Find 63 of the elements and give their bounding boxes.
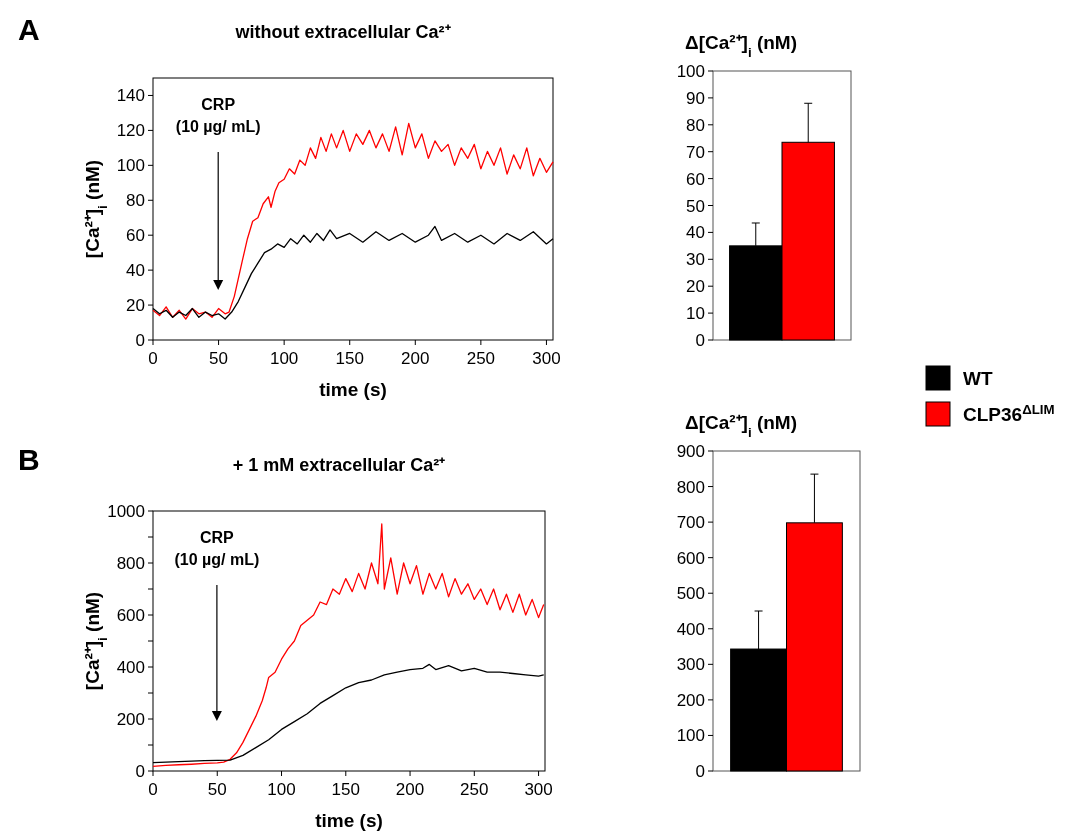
chart-title: + 1 mM extracellular Ca²⁺ xyxy=(232,455,446,475)
y-tick-label: 30 xyxy=(686,250,705,270)
y-tick-label: 500 xyxy=(676,584,705,604)
y-tick-label: 60 xyxy=(126,226,145,246)
y-tick-label: 400 xyxy=(116,658,145,677)
y-tick-label: 80 xyxy=(686,115,705,135)
y-tick-label: 70 xyxy=(686,142,705,162)
x-tick-label: 100 xyxy=(269,349,299,368)
x-tick-label: 200 xyxy=(401,349,430,368)
x-tick-label: 250 xyxy=(466,349,496,368)
y-tick-label: 0 xyxy=(695,331,705,350)
y-tick-label: 900 xyxy=(676,442,705,461)
y-tick-label: 400 xyxy=(676,619,705,639)
y-tick-label: 1000 xyxy=(107,502,145,521)
y-tick-label: 0 xyxy=(135,331,145,350)
line-series xyxy=(152,523,545,767)
x-tick-label: 50 xyxy=(207,780,227,799)
y-tick-label: 50 xyxy=(686,196,705,216)
y-tick-label: 120 xyxy=(116,121,145,141)
x-tick-label: 150 xyxy=(335,349,364,368)
y-tick-label: 0 xyxy=(695,762,705,781)
annotation: CRP (10 µg/ mL) xyxy=(174,529,260,568)
y-tick-label: 90 xyxy=(686,88,705,108)
annotation: CRP (10 µg/ mL) xyxy=(175,96,261,135)
x-tick-label: 300 xyxy=(532,349,561,368)
x-tick-label: 150 xyxy=(331,780,360,799)
y-tick-label: 800 xyxy=(676,477,705,497)
x-axis-title: time (s) xyxy=(315,810,383,831)
y-tick-label: 100 xyxy=(676,62,705,81)
y-tick-label: 10 xyxy=(686,304,705,324)
y-tick-label: 600 xyxy=(676,548,705,568)
y-tick-label: 100 xyxy=(116,156,145,176)
chart-title: Δ[Ca²⁺]$_{i}$ (nM) xyxy=(685,32,798,60)
y-tick-label: 600 xyxy=(116,606,145,625)
x-tick-label: 100 xyxy=(267,780,296,799)
y-tick-label: 800 xyxy=(116,554,145,573)
y-tick-label: 20 xyxy=(126,296,145,316)
legend-label: WT xyxy=(963,368,993,389)
y-tick-label: 140 xyxy=(116,86,145,106)
y-tick-label: 700 xyxy=(676,513,705,533)
y-tick-label: 300 xyxy=(676,655,705,675)
y-tick-label: 40 xyxy=(686,223,705,243)
y-tick-label: 40 xyxy=(126,261,145,281)
x-tick-label: 0 xyxy=(148,780,158,799)
y-tick-label: 20 xyxy=(686,277,705,297)
chart-title: Δ[Ca²⁺]$_{i}$ (nM) xyxy=(685,412,798,440)
x-tick-label: 250 xyxy=(460,780,489,799)
x-tick-label: 200 xyxy=(395,780,425,799)
line-series xyxy=(152,122,554,320)
x-tick-label: 50 xyxy=(209,349,229,368)
chart-title: without extracellular Ca²⁺ xyxy=(234,22,451,42)
y-tick-label: 0 xyxy=(135,762,145,781)
x-axis-title: time (s) xyxy=(319,379,387,400)
legend-label: CLP36$^{ΔLIM}$ xyxy=(963,401,1055,425)
y-tick-label: 200 xyxy=(116,710,145,729)
x-tick-label: 300 xyxy=(524,780,553,799)
text: A xyxy=(18,13,40,46)
text: B xyxy=(18,443,40,476)
x-tick-label: 0 xyxy=(148,349,158,368)
y-tick-label: 80 xyxy=(126,191,145,211)
y-tick-label: 200 xyxy=(676,690,705,710)
y-tick-label: 60 xyxy=(686,169,705,189)
y-tick-label: 100 xyxy=(676,726,705,746)
